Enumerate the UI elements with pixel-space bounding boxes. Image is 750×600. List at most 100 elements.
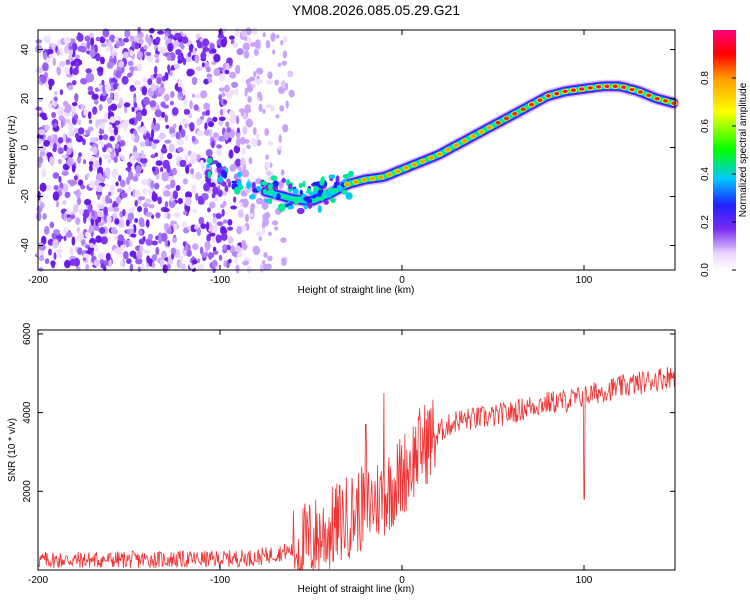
noise-speckle [43, 51, 48, 60]
noise-speckle [164, 201, 169, 209]
noise-speckle [80, 78, 88, 85]
noise-speckle [114, 143, 120, 149]
noise-speckle [76, 226, 80, 233]
noise-speckle [191, 174, 195, 179]
noise-speckle [96, 185, 103, 193]
noise-speckle [147, 233, 154, 241]
ridge-fragment [256, 185, 262, 192]
noise-speckle [199, 246, 204, 255]
spectrogram-heatmap [35, 26, 680, 274]
noise-speckle [189, 122, 195, 132]
noise-speckle [212, 250, 219, 255]
noise-speckle [238, 108, 246, 113]
ridge-fragment [323, 199, 329, 205]
noise-speckle [68, 45, 73, 50]
noise-speckle [127, 212, 135, 221]
noise-speckle [175, 131, 181, 140]
noise-speckle [121, 75, 129, 85]
noise-speckle [117, 135, 121, 143]
noise-speckle [74, 54, 80, 59]
noise-speckle [98, 204, 105, 210]
ridge-fragment [270, 175, 278, 181]
colorbar-tick-label: 0.4 [700, 167, 711, 181]
noise-speckle [164, 93, 170, 102]
noise-speckle [218, 120, 224, 126]
noise-speckle [242, 169, 250, 178]
ridge-bead-peak [588, 86, 592, 89]
noise-speckle [216, 221, 224, 226]
noise-speckle [229, 35, 235, 40]
noise-speckle [200, 90, 208, 99]
noise-speckle [224, 84, 230, 93]
noise-speckle [66, 217, 72, 223]
noise-speckle [52, 172, 60, 179]
noise-speckle [99, 56, 105, 65]
ridge-bead [361, 178, 367, 182]
noise-speckle [73, 128, 79, 133]
noise-speckle [118, 218, 125, 228]
noise-speckle [122, 37, 130, 43]
ridge-fragment [277, 203, 286, 212]
noise-speckle [170, 253, 175, 260]
noise-speckle [142, 202, 148, 208]
noise-speckle [236, 127, 240, 134]
noise-speckle [184, 153, 188, 162]
noise-speckle [52, 239, 59, 249]
x-tick-label: 100 [576, 575, 593, 586]
colorbar: 0.0 0.2 0.4 0.6 0.8 Normalized spectral ampl… [700, 30, 749, 277]
noise-speckle [98, 140, 104, 145]
noise-speckle [235, 264, 240, 274]
noise-speckle [92, 146, 98, 155]
noise-speckle [162, 264, 168, 274]
noise-speckle [278, 134, 282, 144]
noise-speckle [211, 61, 217, 65]
noise-speckle [148, 204, 155, 209]
noise-speckle [57, 147, 64, 155]
noise-speckle [44, 124, 50, 131]
ridge-bead [403, 166, 409, 170]
ridge-bead [420, 159, 426, 163]
noise-speckle [262, 227, 266, 236]
noise-speckle [228, 236, 234, 245]
noise-speckle [170, 179, 176, 189]
noise-speckle [191, 259, 198, 265]
ridge-fragment [296, 207, 305, 215]
noise-speckle [145, 198, 152, 204]
noise-speckle [188, 113, 193, 119]
noise-speckle [234, 255, 238, 264]
noise-speckle [95, 36, 101, 42]
noise-speckle [199, 159, 204, 167]
noise-speckle [73, 175, 78, 181]
ridge-fragment [236, 180, 242, 188]
noise-speckle [109, 184, 115, 194]
noise-speckle [71, 67, 79, 76]
noise-speckle [264, 211, 271, 219]
noise-speckle [114, 218, 120, 225]
noise-speckle [200, 223, 207, 230]
noise-speckle [87, 111, 92, 120]
noise-speckle [196, 118, 202, 126]
noise-speckle [50, 260, 56, 267]
noise-speckle [145, 51, 152, 57]
noise-speckle [102, 90, 107, 96]
noise-speckle [174, 32, 182, 39]
noise-speckle [53, 185, 59, 191]
noise-speckle [134, 218, 139, 223]
noise-speckle [101, 79, 105, 86]
ridge-fragment [299, 189, 303, 195]
noise-speckle [40, 202, 45, 209]
noise-speckle [59, 89, 64, 96]
noise-speckle [151, 240, 158, 246]
noise-speckle [89, 48, 96, 58]
ridge-fragment [345, 192, 353, 200]
noise-speckle [216, 148, 222, 157]
noise-speckle [58, 176, 62, 183]
noise-speckle [83, 214, 87, 224]
noise-speckle [65, 231, 73, 238]
noise-speckle [35, 67, 44, 74]
ridge-fragment [272, 191, 277, 199]
noise-speckle [154, 109, 162, 118]
noise-speckle [261, 263, 270, 271]
noise-speckle [222, 219, 228, 224]
noise-speckle [126, 258, 132, 265]
